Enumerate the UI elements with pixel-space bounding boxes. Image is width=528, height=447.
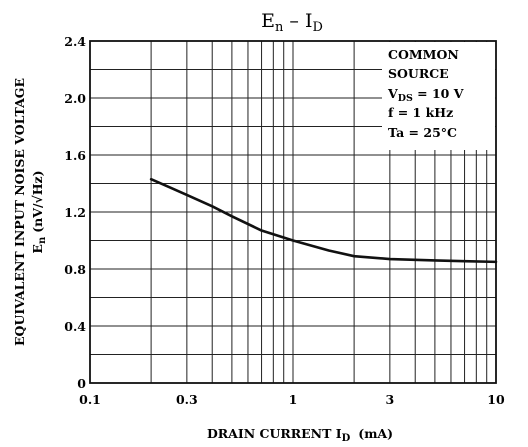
grid-lines [90, 41, 496, 383]
y-tick-label: 0 [77, 376, 86, 391]
y-tick-label: 0.8 [64, 262, 86, 277]
annotation-line5: Ta = 25°C [388, 125, 457, 140]
x-axis-label: DRAIN CURRENT ID (mA) [207, 426, 393, 444]
annotation-line2: SOURCE [388, 66, 449, 81]
annotation-background [382, 42, 495, 150]
y-tick-label: 1.6 [64, 148, 86, 163]
x-tick-labels: 0.1 0.3 1 3 10 [79, 392, 505, 407]
x-tick-label: 0.1 [79, 392, 101, 407]
y-axis-label-line2: En(nV/√Hz) [30, 170, 48, 253]
conditions-annotation: COMMON SOURCE VDS = 10 V f = 1 kHz Ta = … [382, 42, 495, 150]
annotation-line1: COMMON [388, 47, 459, 62]
annotation-line4: f = 1 kHz [388, 105, 453, 120]
y-tick-labels: 0 0.4 0.8 1.2 1.6 2.0 2.4 [64, 34, 86, 391]
annotation-line3: VDS = 10 V [387, 86, 464, 104]
y-tick-label: 2.4 [64, 34, 86, 49]
y-tick-label: 2.0 [64, 91, 86, 106]
y-tick-label: 0.4 [64, 319, 86, 334]
series-line [149, 177, 498, 264]
x-tick-label: 0.3 [176, 392, 198, 407]
plot-frame [89, 40, 497, 384]
y-tick-label: 1.2 [64, 205, 86, 220]
x-tick-label: 10 [487, 392, 505, 407]
chart-title: En – ID [261, 10, 323, 35]
x-tick-label: 3 [386, 392, 395, 407]
y-axis-label-line1: EQUIVALENT INPUT NOISE VOLTAGE [12, 78, 27, 346]
x-tick-label: 1 [289, 392, 298, 407]
